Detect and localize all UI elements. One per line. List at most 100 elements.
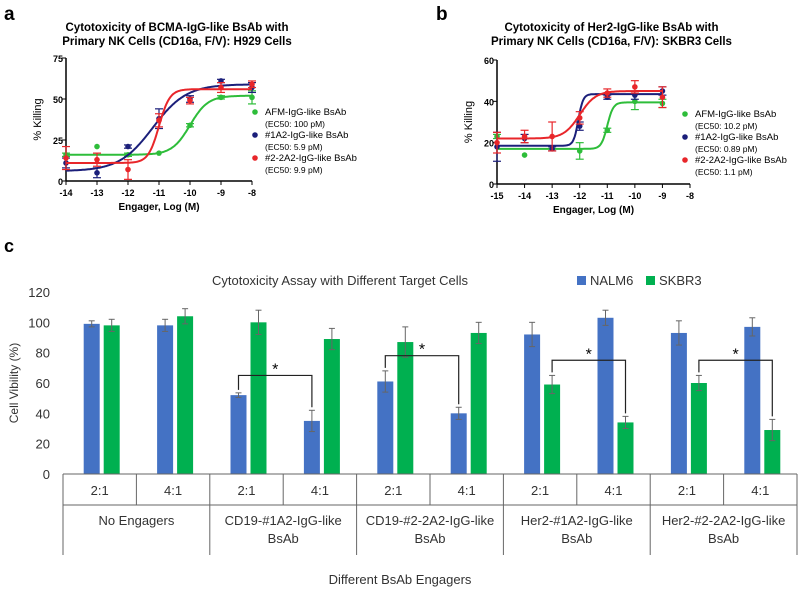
bar — [544, 384, 561, 474]
legend-swatch — [646, 276, 655, 285]
data-point — [249, 94, 255, 101]
legend-ec50: (EC50: 0.89 pM) — [695, 144, 758, 154]
legend-label: #2-2A2-IgG-like BsAb — [695, 155, 787, 166]
ratio-label: 4:1 — [311, 483, 329, 498]
y-tick-label: 75 — [53, 54, 63, 64]
legend-ec50: (EC50: 10.2 pM) — [695, 121, 758, 131]
ratio-label: 4:1 — [751, 483, 769, 498]
ratio-label: 4:1 — [604, 483, 622, 498]
y-tick-label: 120 — [28, 285, 50, 300]
panel-b: b Cytotoxicity of Her2-IgG-like BsAb with… — [436, 4, 787, 216]
y-tick-label: 60 — [484, 56, 494, 66]
y-axis-label: Cell Vibility (%) — [7, 343, 21, 423]
x-tick-label: -8 — [248, 188, 256, 198]
y-tick-label: 50 — [53, 95, 63, 105]
bar — [157, 325, 174, 474]
data-point — [218, 94, 224, 101]
data-point — [125, 143, 131, 150]
data-point — [63, 155, 69, 161]
legend-label: #1A2-IgG-like BsAb — [695, 132, 778, 143]
x-tick-label: -15 — [490, 191, 503, 201]
data-point — [94, 156, 100, 163]
group-label: Her2-#1A2-IgG-like — [521, 513, 633, 528]
y-tick-label: 20 — [484, 139, 494, 149]
x-tick-label: -14 — [518, 191, 531, 201]
group-label: BsAb — [414, 531, 445, 546]
x-tick-label: -9 — [217, 188, 225, 198]
x-tick-label: -8 — [686, 191, 694, 201]
data-point — [94, 170, 100, 176]
group-label: BsAb — [268, 531, 299, 546]
group-label: No Engagers — [98, 513, 174, 528]
data-point — [632, 92, 638, 98]
chart-title: Cytotoxicity Assay with Different Target… — [212, 273, 469, 288]
bar — [177, 316, 194, 474]
bar — [323, 339, 340, 474]
y-tick-label: 25 — [53, 136, 63, 146]
group-label: Her2-#2-2A2-IgG-like — [662, 513, 786, 528]
x-axis-label: Different BsAb Engagers — [329, 572, 472, 587]
ratio-label: 2:1 — [531, 483, 549, 498]
bar — [744, 326, 761, 474]
data-point — [604, 90, 611, 96]
x-tick-label: -10 — [628, 191, 641, 201]
x-tick-label: -14 — [59, 188, 72, 198]
group-label: CD19-#2-2A2-IgG-like — [366, 513, 495, 528]
legend-label: AFM-IgG-like BsAb — [265, 107, 346, 118]
panel-label: b — [436, 4, 448, 25]
significance-bracket — [237, 374, 313, 408]
chart-title: Cytotoxicity of Her2-IgG-like BsAb with — [504, 22, 718, 34]
legend-marker — [682, 134, 688, 140]
bar — [83, 323, 100, 474]
bar — [524, 334, 541, 474]
legend-marker — [682, 111, 688, 117]
panel-label: c — [4, 236, 14, 256]
group-label: BsAb — [708, 531, 739, 546]
significance-bracket — [384, 355, 460, 405]
bar — [670, 332, 687, 474]
group-label: CD19-#1A2-IgG-like — [225, 513, 342, 528]
significance-marker: * — [419, 342, 425, 359]
x-tick-label: -10 — [183, 188, 196, 198]
chart-title: Cytotoxicity of BCMA-IgG-like BsAb with — [66, 22, 289, 34]
significance-marker: * — [586, 346, 592, 363]
significance-marker: * — [272, 361, 278, 378]
legend-ec50: (EC50: 9.9 pM) — [265, 165, 323, 175]
data-point — [549, 133, 555, 140]
y-axis-label: % Killing — [463, 101, 475, 143]
y-tick-label: 100 — [28, 315, 50, 330]
data-point — [125, 166, 131, 173]
legend-marker — [252, 155, 258, 161]
bar — [450, 413, 467, 474]
data-point — [576, 115, 583, 121]
x-tick-label: -12 — [121, 188, 134, 198]
legend-marker — [252, 132, 258, 138]
bar — [397, 342, 414, 474]
data-point — [156, 150, 162, 156]
panel-c: c Cytotoxicity Assay with Different Targe… — [4, 236, 798, 587]
x-tick-label: -12 — [573, 191, 586, 201]
legend-marker — [252, 109, 258, 115]
data-point — [156, 117, 162, 124]
legend-swatch — [577, 276, 586, 285]
legend-ec50: (EC50: 5.9 pM) — [265, 142, 323, 152]
data-point — [632, 98, 638, 105]
y-tick-label: 20 — [36, 437, 50, 452]
y-axis-label: % Killing — [32, 98, 44, 140]
data-point — [521, 152, 528, 158]
legend-ec50: (EC50: 1.1 pM) — [695, 167, 753, 177]
panel-a: a Cytotoxicity of BCMA-IgG-like BsAb with… — [4, 4, 357, 213]
data-point — [218, 84, 224, 91]
legend-marker — [682, 157, 688, 163]
bar — [250, 322, 267, 474]
ratio-label: 4:1 — [458, 483, 476, 498]
bar — [597, 317, 614, 474]
legend-ec50: (EC50: 100 pM) — [265, 119, 325, 129]
significance-bracket — [698, 359, 773, 417]
legend-label: AFM-IgG-like BsAb — [695, 109, 776, 120]
data-point — [632, 84, 638, 90]
data-point — [604, 127, 611, 134]
data-point — [187, 122, 193, 129]
data-point — [494, 139, 500, 146]
bar — [377, 381, 394, 474]
